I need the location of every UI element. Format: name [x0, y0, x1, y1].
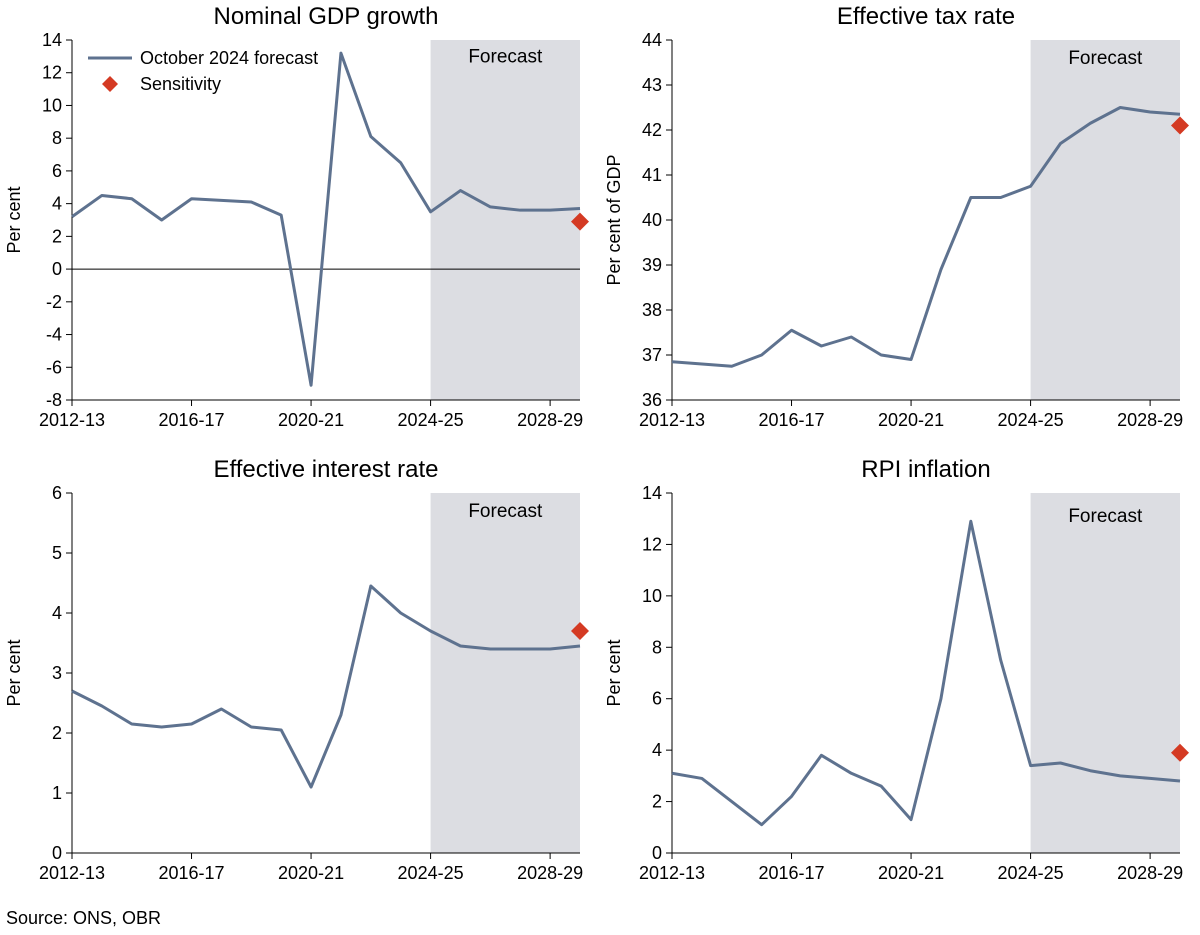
- x-tick-label: 2016-17: [758, 410, 824, 430]
- y-tick-label: 38: [642, 300, 662, 320]
- y-tick-label: 12: [42, 63, 62, 83]
- panel-interest: 0 1 2 3 4 5 6 2012-13 2016-17 2020-21 2024-25 2028-…: [0, 453, 600, 906]
- x-tick-label: 2016-17: [758, 863, 824, 883]
- forecast-region-label: Forecast: [1068, 506, 1143, 527]
- chart-tax: 36 37 38 39 40 41 42 43 44 2012-13 2016-17 2020-21 2…: [600, 0, 1200, 452]
- x-tick-label: 2020-21: [878, 410, 944, 430]
- y-tick-label: 0: [652, 843, 662, 863]
- x-tick-label: 2028-29: [1117, 410, 1183, 430]
- x-tick-label: 2024-25: [398, 863, 464, 883]
- chart-gdp: -8 -6 -4 -2 0 2 4 6 8 10 12 14 2012-13 2016-17 2020-21…: [0, 0, 600, 452]
- y-tick-label: -6: [46, 357, 62, 377]
- chart-interest: 0 1 2 3 4 5 6 2012-13 2016-17 2020-21 2024-25 2028-…: [0, 453, 600, 905]
- y-tick-label: 2: [652, 791, 662, 811]
- chart-title: Effective interest rate: [214, 456, 439, 483]
- x-tick-label: 2028-29: [1117, 863, 1183, 883]
- x-tick-label: 2016-17: [158, 410, 224, 430]
- y-tick-label: 44: [642, 30, 662, 50]
- y-tick-label: -8: [46, 390, 62, 410]
- forecast-region-label: Forecast: [1068, 48, 1143, 69]
- y-axis-label: Per cent: [604, 639, 624, 706]
- y-tick-label: 0: [52, 843, 62, 863]
- y-tick-label: -2: [46, 292, 62, 312]
- legend-marker-label: Sensitivity: [140, 74, 221, 94]
- y-tick-label: 3: [52, 663, 62, 683]
- y-tick-label: 36: [642, 390, 662, 410]
- panel-tax: 36 37 38 39 40 41 42 43 44 2012-13 2016-17 2020-21 2…: [600, 0, 1200, 453]
- y-tick-label: 6: [52, 483, 62, 503]
- panel-gdp: -8 -6 -4 -2 0 2 4 6 8 10 12 14 2012-13 2016-17 2020-21…: [0, 0, 600, 453]
- y-tick-label: 0: [52, 259, 62, 279]
- y-tick-label: 42: [642, 120, 662, 140]
- chart-rpi: 0 2 4 6 8 10 12 14 2012-13 2016-17 2020-21 2024-25 2…: [600, 453, 1200, 905]
- y-tick-label: 37: [642, 345, 662, 365]
- y-tick-label: 10: [642, 585, 662, 605]
- legend-marker-swatch: [102, 76, 118, 92]
- y-tick-label: 5: [52, 543, 62, 563]
- y-tick-label: 14: [42, 30, 62, 50]
- x-tick-label: 2016-17: [158, 863, 224, 883]
- y-tick-label: -4: [46, 325, 62, 345]
- chart-grid: -8-6-4-2024681012142012-132016-172020-21…: [0, 0, 1200, 905]
- y-tick-label: 41: [642, 165, 662, 185]
- y-axis-label: Per cent: [4, 639, 24, 706]
- y-tick-label: 12: [642, 534, 662, 554]
- y-tick-label: 4: [52, 194, 62, 214]
- chart-title: Effective tax rate: [837, 3, 1015, 30]
- forecast-region-label: Forecast: [468, 46, 543, 67]
- chart-title: Nominal GDP growth: [214, 3, 439, 30]
- y-tick-label: 1: [52, 783, 62, 803]
- y-tick-label: 10: [42, 95, 62, 115]
- y-tick-label: 8: [52, 128, 62, 148]
- y-tick-label: 40: [642, 210, 662, 230]
- source-text: Source: ONS, OBR: [6, 908, 161, 929]
- x-tick-label: 2020-21: [278, 410, 344, 430]
- y-tick-label: 6: [652, 688, 662, 708]
- y-tick-label: 6: [52, 161, 62, 181]
- y-tick-label: 4: [652, 740, 662, 760]
- y-axis-label: Per cent: [4, 186, 24, 253]
- x-tick-label: 2012-13: [39, 410, 105, 430]
- x-tick-label: 2012-13: [639, 863, 705, 883]
- x-tick-label: 2012-13: [639, 410, 705, 430]
- panel-rpi: 0 2 4 6 8 10 12 14 2012-13 2016-17 2020-21 2024-25 2…: [600, 453, 1200, 906]
- y-tick-label: 8: [652, 637, 662, 657]
- y-tick-label: 2: [52, 723, 62, 743]
- forecast-region-label: Forecast: [468, 501, 543, 522]
- x-tick-label: 2024-25: [398, 410, 464, 430]
- chart-title: RPI inflation: [861, 456, 990, 483]
- x-tick-label: 2024-25: [998, 863, 1064, 883]
- y-tick-label: 2: [52, 226, 62, 246]
- y-tick-label: 4: [52, 603, 62, 623]
- x-tick-label: 2024-25: [998, 410, 1064, 430]
- x-tick-label: 2028-29: [517, 410, 583, 430]
- y-axis-label: Per cent of GDP: [604, 154, 624, 285]
- x-tick-label: 2020-21: [278, 863, 344, 883]
- x-tick-label: 2012-13: [39, 863, 105, 883]
- legend-line-label: October 2024 forecast: [140, 48, 318, 68]
- x-tick-label: 2028-29: [517, 863, 583, 883]
- y-tick-label: 39: [642, 255, 662, 275]
- y-tick-label: 14: [642, 483, 662, 503]
- x-tick-label: 2020-21: [878, 863, 944, 883]
- y-tick-label: 43: [642, 75, 662, 95]
